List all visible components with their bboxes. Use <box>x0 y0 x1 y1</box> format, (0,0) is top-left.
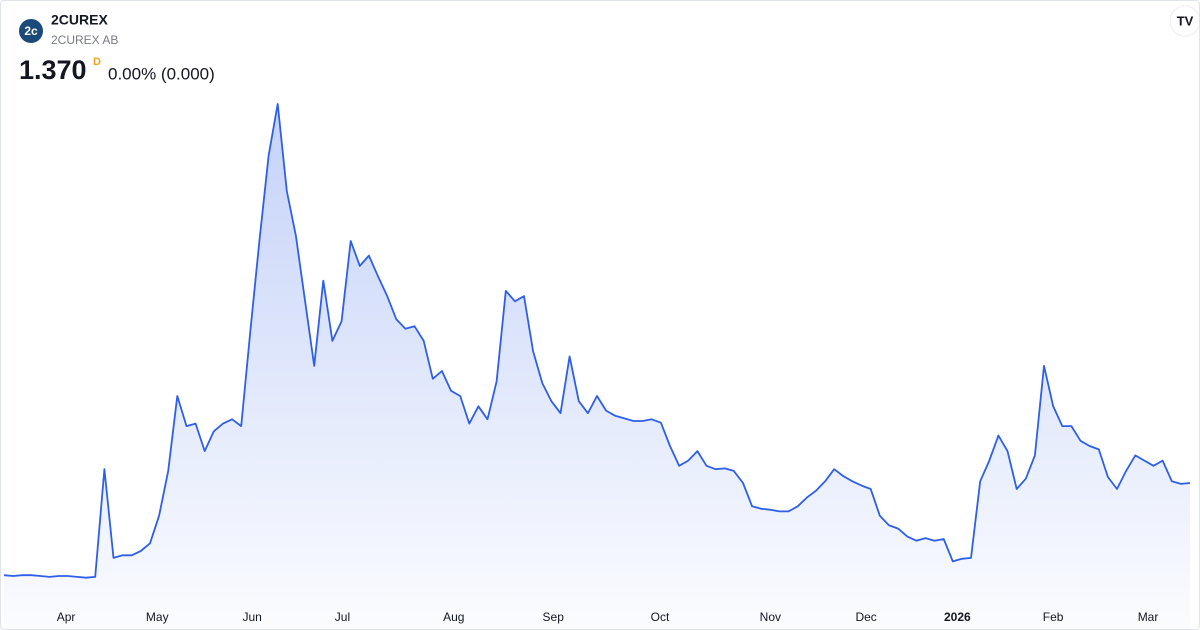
x-tick-label: Sep <box>543 610 565 624</box>
x-tick-label: Oct <box>651 610 670 624</box>
x-tick-label: Aug <box>443 610 464 624</box>
interval: D <box>93 56 101 68</box>
price-line <box>3 103 1191 579</box>
svg-text:TV: TV <box>1177 13 1194 28</box>
company: 2CUREX AB <box>51 33 118 47</box>
symbol: 2CUREX <box>51 12 108 28</box>
x-tick-label: Dec <box>855 610 876 624</box>
logo-text: 2c <box>24 24 38 38</box>
x-tick-label: Mar <box>1138 610 1159 624</box>
x-tick-label: 2026 <box>944 610 971 624</box>
last-price: 1.370 <box>19 55 87 85</box>
x-tick-label: Jul <box>335 610 350 624</box>
tv-logo[interactable]: TV <box>1169 5 1199 37</box>
x-tick-label: Feb <box>1043 610 1064 624</box>
x-tick-label: May <box>146 610 169 624</box>
logo <box>19 19 43 43</box>
change: 0.00% (0.000) <box>108 64 215 83</box>
x-tick-label: Apr <box>57 610 76 624</box>
x-tick-label: Jun <box>242 610 261 624</box>
area-fill <box>4 104 1190 629</box>
x-tick-label: Nov <box>760 610 781 624</box>
